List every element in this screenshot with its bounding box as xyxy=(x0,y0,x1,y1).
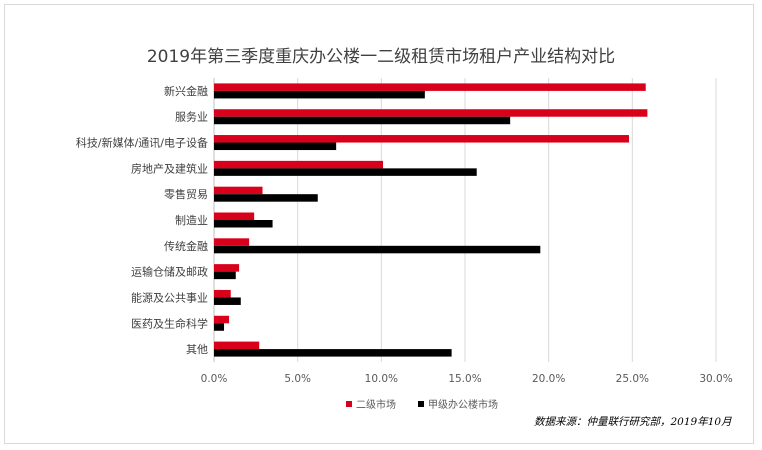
x-tick-label: 10.0% xyxy=(365,373,398,385)
x-tick-label: 0.0% xyxy=(201,373,228,385)
category-label: 服务业 xyxy=(175,111,208,124)
category-label: 新兴金融 xyxy=(164,84,208,98)
legend-swatch-secondary xyxy=(346,400,352,407)
bar-grade-a xyxy=(214,168,477,176)
bar-secondary xyxy=(214,341,260,350)
bar-grade-a xyxy=(214,116,511,125)
legend-label-secondary: 二级市场 xyxy=(356,400,396,411)
chart-frame xyxy=(4,4,754,444)
legend-item-secondary: 二级市场 xyxy=(346,396,396,411)
legend-label-grade-a: 甲级办公楼市场 xyxy=(428,400,498,411)
legend-item-grade-a: 甲级办公楼市场 xyxy=(418,396,498,411)
bar-grade-a xyxy=(214,297,241,305)
bar-secondary xyxy=(214,289,231,298)
bar-grade-a xyxy=(214,323,225,331)
bar-grade-a xyxy=(214,90,425,99)
x-tick-label: 25.0% xyxy=(616,373,649,385)
bar-secondary xyxy=(214,83,646,91)
x-tick-label: 20.0% xyxy=(532,373,565,385)
bar-grade-a xyxy=(214,271,236,280)
category-label: 零售贸易 xyxy=(164,187,208,201)
bar-secondary xyxy=(214,109,648,117)
category-label: 制造业 xyxy=(175,213,208,227)
bar-grade-a xyxy=(214,245,541,254)
category-label: 科技/新媒体/通讯/电子设备 xyxy=(76,136,208,150)
legend: 二级市场 甲级办公楼市场 xyxy=(346,396,498,411)
category-label: 运输仓储及邮政 xyxy=(131,265,208,279)
bar-grade-a xyxy=(214,220,273,228)
bar-grade-a xyxy=(214,142,337,151)
bar-secondary xyxy=(214,135,629,143)
category-label: 医药及生命科学 xyxy=(131,316,208,330)
category-label: 能源及公共事业 xyxy=(131,290,208,304)
legend-swatch-grade-a xyxy=(418,400,424,407)
category-label: 传统金融 xyxy=(164,239,208,253)
bar-secondary xyxy=(214,238,250,246)
x-tick-label: 15.0% xyxy=(448,373,481,385)
chart-title: 2019年第三季度重庆办公楼一二级租赁市场租户产业结构对比 xyxy=(146,47,616,67)
category-label: 其他 xyxy=(186,343,208,356)
bar-secondary xyxy=(214,264,240,272)
bar-secondary xyxy=(214,160,384,169)
bar-secondary xyxy=(214,186,263,195)
source-note: 数据来源：仲量联行研究部，2019年10月 xyxy=(534,416,732,428)
bar-grade-a xyxy=(214,194,318,202)
category-label: 房地产及建筑业 xyxy=(131,161,208,175)
bar-secondary xyxy=(214,315,230,324)
x-tick-label: 5.0% xyxy=(284,373,311,385)
bar-secondary xyxy=(214,212,255,220)
bar-grade-a xyxy=(214,349,452,357)
x-tick-label: 30.0% xyxy=(699,373,732,385)
